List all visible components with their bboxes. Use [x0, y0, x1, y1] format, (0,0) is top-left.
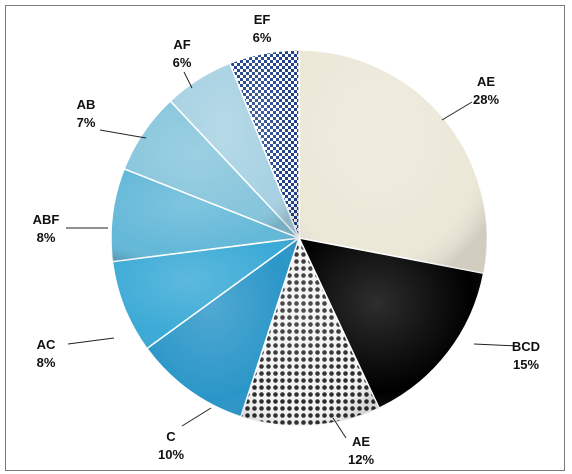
slice-label-8: EF: [254, 12, 271, 27]
slice-value-label-0: 28%: [473, 92, 499, 107]
chart-frame: AE 28% BCD 15% AE 12% C 10% AC 8% ABF 8% AB 7% AF 6% EF 6…: [5, 5, 565, 471]
slice-label-4: AC: [37, 337, 56, 352]
pie-slice-shading-6: [124, 100, 299, 238]
slice-label-6: AB: [77, 97, 96, 112]
leader-line-6: [99, 129, 147, 139]
pie-slice-shading-7: [170, 63, 299, 239]
leader-line-2: [332, 417, 347, 439]
leader-line-0: [441, 101, 473, 121]
slice-value-label-1: 15%: [513, 357, 539, 372]
pie-slice-shading-2: [240, 238, 380, 427]
leader-line-4: [67, 337, 115, 345]
pie-slice-shading-1: [299, 238, 484, 409]
slice-label-7: AF: [173, 37, 190, 52]
leader-line-7: [183, 71, 193, 89]
leader-line-3: [181, 407, 212, 427]
slice-value-label-6: 7%: [77, 115, 96, 130]
slice-label-1: BCD: [512, 339, 540, 354]
slice-value-label-8: 6%: [253, 30, 272, 45]
slice-value-label-4: 8%: [37, 355, 56, 370]
slice-label-2: AE: [352, 434, 370, 449]
slice-value-label-3: 10%: [158, 447, 184, 462]
pie-slice-shading-8: [229, 50, 299, 238]
slice-label-5: ABF: [33, 212, 60, 227]
pie-slice-shading-4: [112, 238, 299, 349]
pie-chart: AE 28% BCD 15% AE 12% C 10% AC 8% ABF 8% AB 7% AF 6% EF 6…: [33, 12, 540, 467]
slice-label-0: AE: [477, 74, 495, 89]
slice-value-label-7: 6%: [173, 55, 192, 70]
slice-value-label-5: 8%: [37, 230, 56, 245]
pie-slice-shading-0: [299, 50, 488, 274]
pie-slice-shading-3: [146, 238, 299, 417]
slice-label-3: C: [166, 429, 176, 444]
leader-line-1: [473, 343, 519, 347]
pie-slice-shading-5: [110, 168, 299, 262]
slice-value-label-2: 12%: [348, 452, 374, 467]
